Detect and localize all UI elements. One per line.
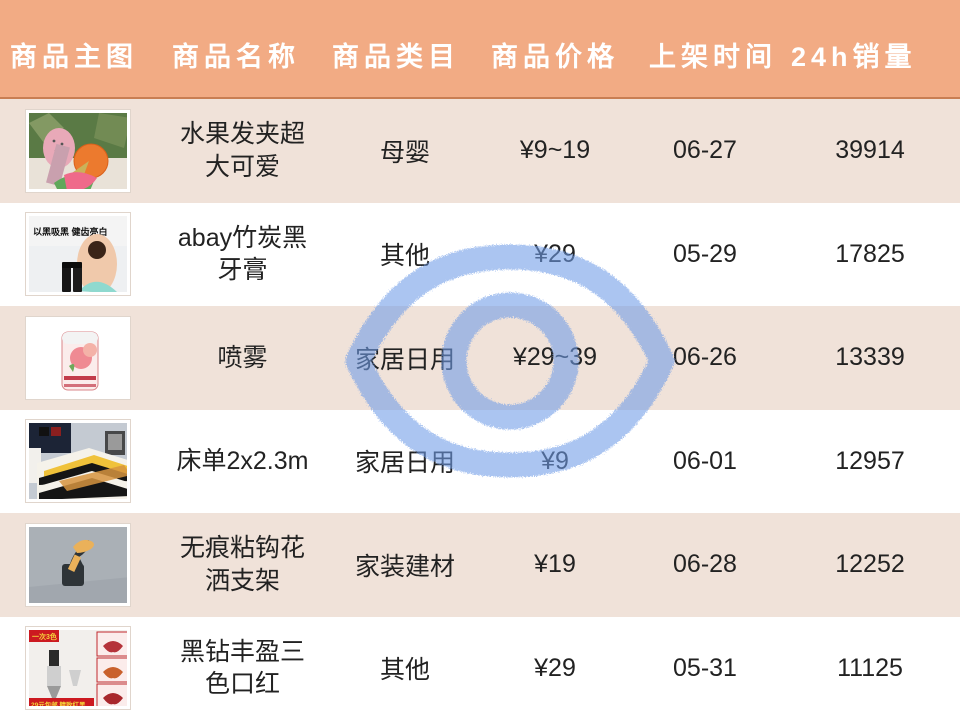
svg-text:29元包邮 精致红黑: 29元包邮 精致红黑 <box>31 700 86 709</box>
svg-text:一次3色: 一次3色 <box>32 632 57 641</box>
